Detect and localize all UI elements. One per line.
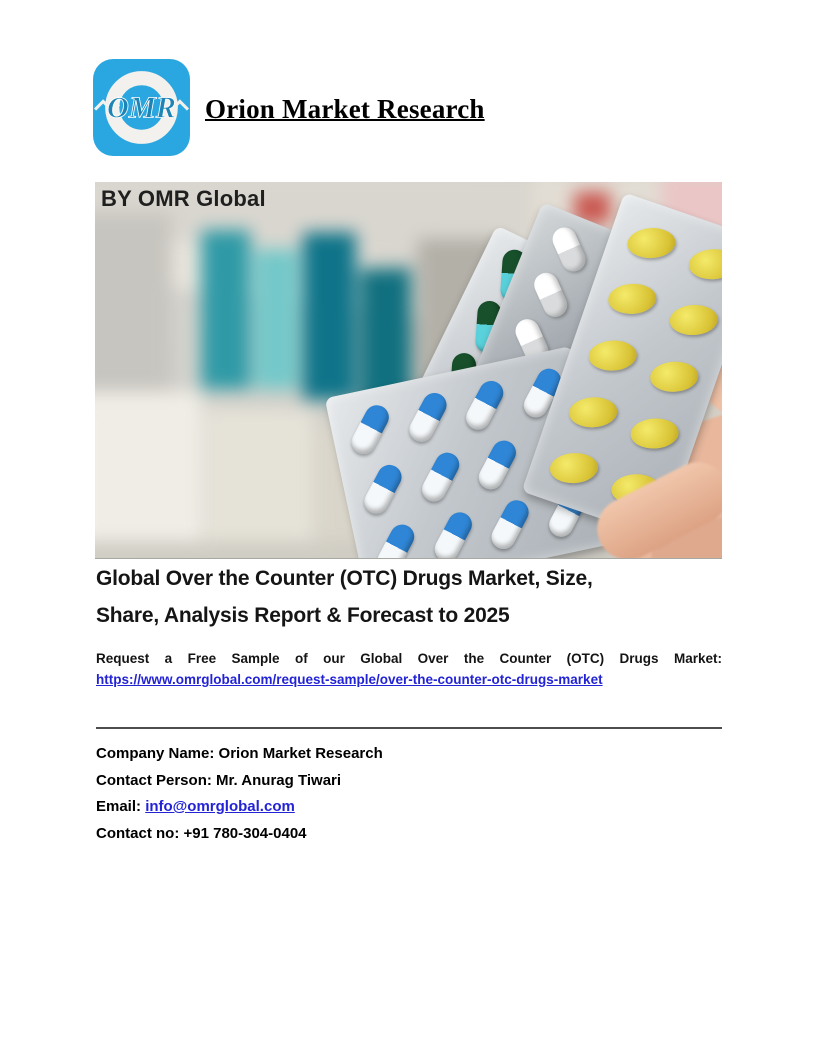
pill bbox=[462, 376, 508, 434]
pill bbox=[648, 360, 699, 393]
pill bbox=[404, 388, 451, 446]
page-title-line2: Share, Analysis Report & Forecast to 202… bbox=[96, 604, 510, 627]
contact-number-line: Contact no: +91 780-304-0404 bbox=[96, 824, 307, 842]
pill bbox=[626, 226, 676, 259]
pill bbox=[487, 496, 534, 554]
logo-text: OMR bbox=[107, 91, 176, 125]
email-link[interactable]: info@omrglobal.com bbox=[145, 798, 295, 815]
request-sample-text: Request a Free Sample of our Global Over… bbox=[96, 651, 722, 666]
pill bbox=[587, 339, 638, 372]
pill bbox=[373, 520, 419, 558]
pill bbox=[417, 448, 464, 506]
company-name-line: Company Name: Orion Market Research bbox=[96, 745, 383, 762]
horizontal-divider bbox=[96, 727, 722, 729]
email-line: Email: info@omrglobal.com bbox=[96, 794, 383, 821]
pill bbox=[629, 416, 680, 450]
pill bbox=[430, 508, 476, 558]
contact-block: Company Name: Orion Market Research Cont… bbox=[96, 741, 383, 847]
email-label: Email: bbox=[96, 798, 142, 815]
hero-overlay-text: BY OMR Global bbox=[101, 186, 266, 211]
pill bbox=[548, 223, 589, 275]
pill bbox=[474, 436, 521, 494]
brand-title: Orion Market Research bbox=[205, 94, 485, 124]
page-title-line1: Global Over the Counter (OTC) Drugs Mark… bbox=[96, 567, 593, 590]
request-sample-paragraph: Request a Free Sample of our Global Over… bbox=[96, 648, 722, 690]
request-sample-link[interactable]: https://www.omrglobal.com/request-sample… bbox=[96, 672, 603, 687]
pill bbox=[360, 460, 406, 518]
pill bbox=[606, 282, 657, 316]
hero-image: BY OMR Global bbox=[95, 182, 722, 559]
contact-person-line: Contact Person: Mr. Anurag Tiwari bbox=[96, 771, 342, 789]
page-title: Global Over the Counter (OTC) Drugs Mark… bbox=[96, 560, 726, 634]
pill bbox=[687, 247, 722, 281]
pill bbox=[347, 400, 394, 458]
pill bbox=[568, 395, 618, 428]
pill bbox=[529, 268, 571, 321]
omr-logo-icon: OMR bbox=[93, 59, 190, 156]
pill bbox=[548, 451, 599, 485]
pill bbox=[668, 303, 718, 337]
